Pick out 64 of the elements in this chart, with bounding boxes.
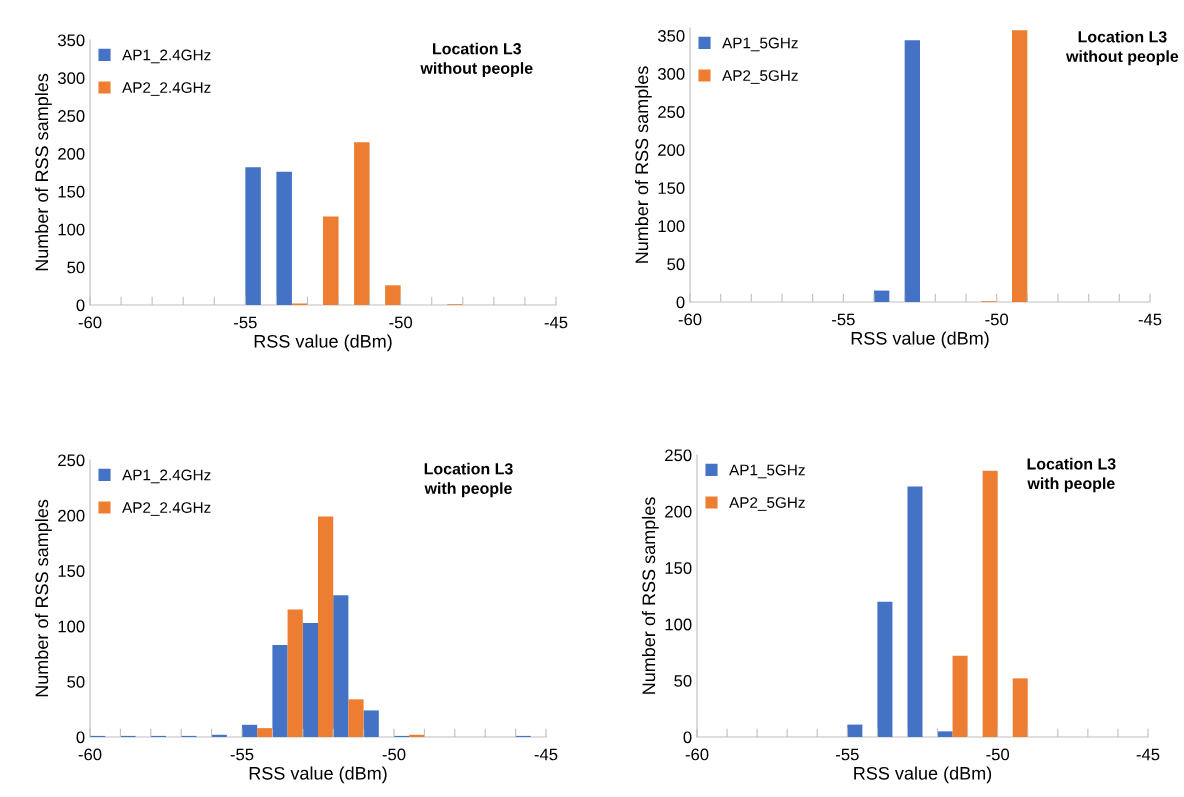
x-tick-label: -45 bbox=[1138, 313, 1162, 326]
text: Location L3 without people bbox=[420, 42, 533, 78]
x-tick-label: -50 bbox=[985, 313, 1009, 326]
x-tick-label: -60 bbox=[78, 748, 102, 761]
y-tick-label: 50 bbox=[67, 261, 85, 274]
y-tick-label: 350 bbox=[657, 30, 685, 42]
legend-label: AP1_2.4GHz bbox=[122, 469, 211, 484]
y-tick-label: 200 bbox=[665, 505, 692, 518]
y-tick-label: 250 bbox=[58, 110, 85, 122]
y-tick-label: 50 bbox=[667, 258, 685, 271]
y-tick-label: 50 bbox=[674, 675, 692, 687]
y-tick-label: 0 bbox=[76, 731, 85, 744]
x-tick-label: -55 bbox=[230, 748, 254, 761]
x-axis-title: RSS value (dBm) bbox=[249, 766, 387, 784]
x-tick-label: -55 bbox=[832, 313, 855, 326]
y-tick-label: 200 bbox=[58, 509, 85, 522]
y-tick-label: 350 bbox=[57, 34, 85, 47]
legend-label: AP2_2.4GHz bbox=[122, 502, 211, 516]
y-tick-label: 250 bbox=[658, 106, 685, 118]
legend-label: AP1_5GHz bbox=[722, 37, 798, 52]
text: Location L3 with people bbox=[424, 462, 513, 498]
x-tick-label: -45 bbox=[534, 748, 558, 761]
x-tick-label: -45 bbox=[1136, 748, 1160, 761]
y-tick-label: 150 bbox=[58, 185, 85, 198]
x-tick-label: -50 bbox=[986, 748, 1010, 761]
y-tick-label: 0 bbox=[683, 731, 692, 744]
y-axis-title: Number of RSS samples bbox=[641, 497, 659, 694]
x-tick-label: -60 bbox=[685, 748, 709, 761]
y-tick-label: 250 bbox=[665, 449, 692, 462]
x-axis-title: RSS value (dBm) bbox=[854, 766, 992, 784]
x-tick-label: -50 bbox=[389, 316, 413, 329]
y-tick-label: 150 bbox=[665, 562, 692, 574]
x-tick-label: -45 bbox=[544, 316, 568, 329]
legend-label: AP1_2.4GHz bbox=[122, 49, 211, 64]
y-tick-label: 200 bbox=[658, 144, 685, 156]
legend-label: AP2_5GHz bbox=[722, 70, 798, 84]
x-tick-label: -60 bbox=[678, 313, 702, 326]
legend-label: AP2_5GHz bbox=[729, 497, 805, 511]
y-tick-label: 100 bbox=[58, 223, 85, 236]
legend-label: AP2_2.4GHz bbox=[122, 82, 211, 96]
y-tick-label: 250 bbox=[58, 454, 85, 467]
y-tick-label: 0 bbox=[676, 296, 685, 309]
y-tick-label: 100 bbox=[665, 618, 692, 631]
y-axis-title: Number of RSS samples bbox=[634, 66, 652, 263]
y-tick-label: 100 bbox=[58, 620, 85, 633]
y-tick-label: 0 bbox=[76, 299, 85, 312]
x-axis-title: RSS value (dBm) bbox=[851, 331, 989, 349]
y-tick-label: 50 bbox=[67, 676, 85, 688]
y-tick-label: 300 bbox=[57, 72, 85, 85]
y-axis-title: Number of RSS samples bbox=[34, 499, 52, 697]
x-tick-label: -55 bbox=[836, 748, 859, 761]
text: Location L3 without people bbox=[1066, 30, 1179, 66]
text: Location L3 with people bbox=[1027, 457, 1116, 493]
x-axis-title: RSS value (dBm) bbox=[254, 334, 392, 352]
y-tick-label: 200 bbox=[58, 147, 85, 160]
x-tick-label: -55 bbox=[234, 316, 257, 329]
y-axis-title: Number of RSS samples bbox=[34, 73, 52, 271]
y-tick-label: 150 bbox=[58, 565, 85, 577]
legend-label: AP1_5GHz bbox=[729, 464, 805, 479]
y-tick-label: 300 bbox=[657, 68, 685, 80]
x-tick-label: -60 bbox=[78, 316, 102, 329]
y-tick-label: 150 bbox=[658, 182, 685, 195]
x-tick-label: -50 bbox=[382, 748, 406, 761]
y-tick-label: 100 bbox=[658, 220, 685, 233]
